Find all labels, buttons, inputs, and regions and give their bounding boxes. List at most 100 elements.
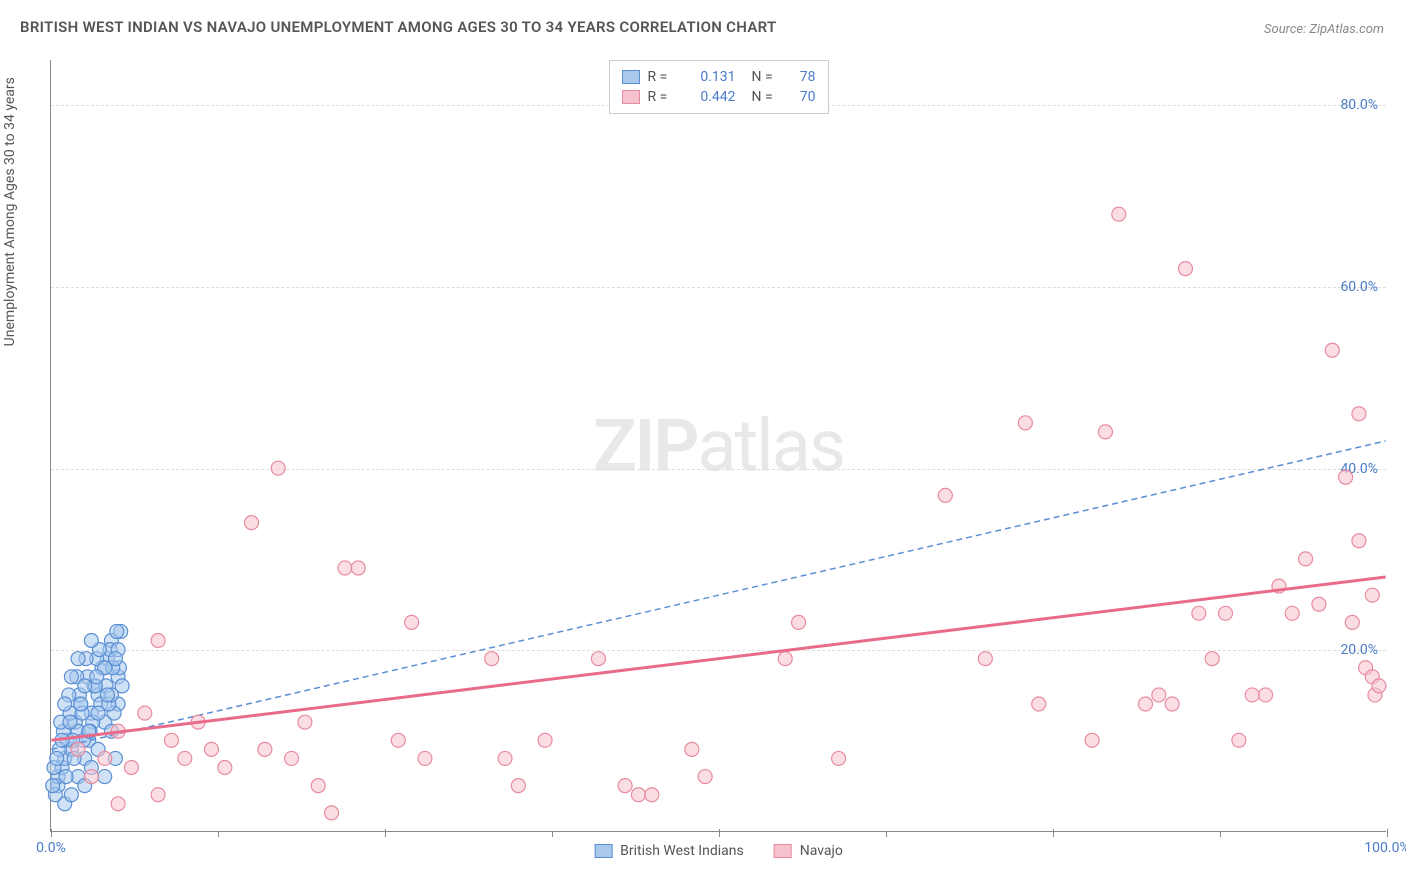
data-point [351, 561, 365, 575]
data-point [71, 742, 85, 756]
data-point [405, 615, 419, 629]
data-point [98, 770, 112, 784]
chart-container: BRITISH WEST INDIAN VS NAVAJO UNEMPLOYME… [0, 0, 1406, 892]
data-point [1232, 733, 1246, 747]
n-label: N = [752, 89, 780, 105]
data-point [1372, 679, 1386, 693]
data-point [111, 797, 125, 811]
regression-line [51, 441, 1385, 749]
data-point [1152, 688, 1166, 702]
data-point [1179, 262, 1193, 276]
data-point [1299, 552, 1313, 566]
data-point [1205, 652, 1219, 666]
data-point [78, 679, 92, 693]
data-point [685, 742, 699, 756]
n-label: N = [752, 69, 780, 85]
data-point [115, 679, 129, 693]
legend-item: British West Indians [594, 843, 744, 859]
data-point [698, 770, 712, 784]
data-point [645, 788, 659, 802]
data-point [108, 652, 122, 666]
data-point [84, 770, 98, 784]
x-tick [1387, 829, 1388, 837]
data-point [1085, 733, 1099, 747]
data-point [100, 688, 114, 702]
data-point [91, 706, 105, 720]
data-point [164, 733, 178, 747]
x-subtick [218, 832, 219, 837]
stats-legend-row: R = 0.131 N = 78 [622, 67, 816, 87]
data-point [124, 761, 138, 775]
data-point [258, 742, 272, 756]
x-subtick [1220, 832, 1221, 837]
series-legend: British West Indians Navajo [594, 843, 843, 859]
data-point [71, 652, 85, 666]
data-point [64, 670, 78, 684]
data-point [311, 779, 325, 793]
data-point [1112, 207, 1126, 221]
data-point [218, 761, 232, 775]
x-tick-label: 100.0% [1364, 840, 1406, 856]
data-point [84, 634, 98, 648]
data-point [938, 488, 952, 502]
data-point [1245, 688, 1259, 702]
data-point [778, 652, 792, 666]
x-subtick [886, 832, 887, 837]
data-point [1285, 606, 1299, 620]
data-point [511, 779, 525, 793]
data-point [325, 806, 339, 820]
data-point [58, 697, 72, 711]
data-point [978, 652, 992, 666]
data-point [50, 751, 64, 765]
data-point [64, 788, 78, 802]
data-point [271, 461, 285, 475]
data-point [90, 670, 104, 684]
r-label: R = [648, 89, 676, 105]
data-point [1138, 697, 1152, 711]
n-value: 70 [788, 89, 816, 105]
data-point [418, 751, 432, 765]
plot-area: ZIPatlas 20.0%40.0%60.0%80.0% 0.0%100.0%… [50, 60, 1386, 832]
legend-label: British West Indians [620, 843, 744, 859]
legend-swatch [622, 70, 640, 84]
data-point [245, 516, 259, 530]
data-point [1352, 534, 1366, 548]
stats-legend-row: R = 0.442 N = 70 [622, 87, 816, 107]
data-point [178, 751, 192, 765]
data-point [1098, 425, 1112, 439]
x-tick-label: 0.0% [36, 840, 66, 856]
y-axis-label: Unemployment Among Ages 30 to 34 years [2, 77, 18, 346]
data-point [631, 788, 645, 802]
source-label: Source: ZipAtlas.com [1264, 22, 1384, 37]
regression-line [51, 577, 1385, 740]
data-point [298, 715, 312, 729]
data-point [1339, 470, 1353, 484]
data-point [485, 652, 499, 666]
data-point [591, 652, 605, 666]
x-subtick [552, 832, 553, 837]
data-point [1032, 697, 1046, 711]
stats-legend: R = 0.131 N = 78 R = 0.442 N = 70 [609, 60, 829, 114]
data-point [63, 715, 77, 729]
data-point [1325, 343, 1339, 357]
data-point [138, 706, 152, 720]
legend-swatch [774, 844, 792, 858]
data-point [110, 624, 124, 638]
data-point [792, 615, 806, 629]
data-point [151, 788, 165, 802]
r-label: R = [648, 69, 676, 85]
data-point [74, 697, 88, 711]
data-point [46, 779, 60, 793]
data-point [151, 634, 165, 648]
data-point [1165, 697, 1179, 711]
data-point [1192, 606, 1206, 620]
data-point [1259, 688, 1273, 702]
data-point [285, 751, 299, 765]
data-point [1365, 588, 1379, 602]
data-point [98, 751, 112, 765]
data-point [1018, 416, 1032, 430]
legend-item: Navajo [774, 843, 843, 859]
data-point [618, 779, 632, 793]
chart-svg [51, 60, 1386, 831]
data-point [1352, 407, 1366, 421]
